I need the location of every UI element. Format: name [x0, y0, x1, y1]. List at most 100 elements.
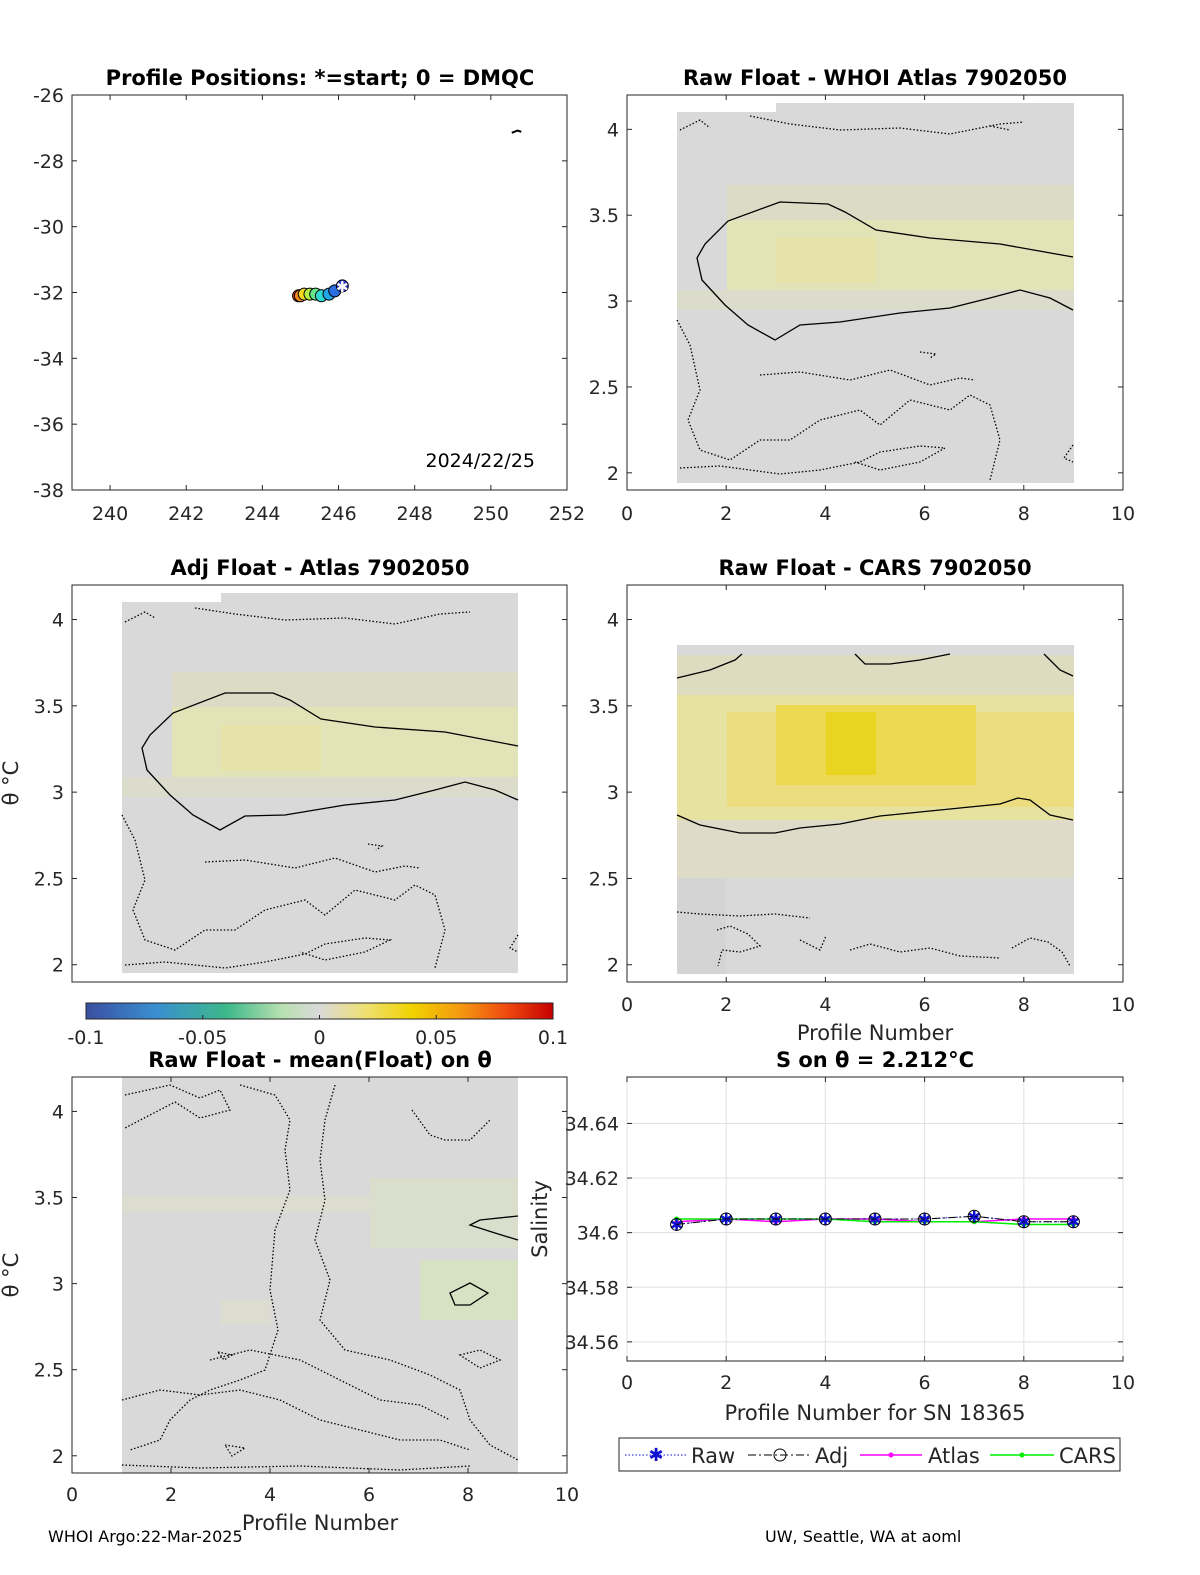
coastline [511, 129, 522, 134]
salinity-y-label: Salinity [528, 1180, 552, 1258]
heatmap-cell [677, 820, 1074, 878]
x-tick-label: 10 [555, 1484, 579, 1506]
y-tick-label: -28 [33, 151, 64, 173]
x-tick-label: 4 [819, 1372, 831, 1394]
panel-raw-whoi: Raw Float - WHOI Atlas 7902050 2 2.5 3 3.5 4… [589, 66, 1135, 525]
y-tick-label: 34.58 [565, 1277, 619, 1299]
raw-whoi-heatmap [677, 103, 1074, 483]
x-tick-label: 4 [819, 994, 831, 1016]
y-tick-label: 2.5 [589, 868, 619, 890]
raw-mean-contours [121, 1084, 519, 1471]
y-tick-label: 4 [52, 610, 64, 632]
salinity-x-label: Profile Number for SN 18365 [724, 1401, 1025, 1425]
colorbar-tick-label: -0.1 [67, 1027, 104, 1049]
legend-label: Atlas [928, 1444, 980, 1468]
raw-cars-y-ticks: 2 2.5 3 3.5 4 [589, 610, 1123, 977]
data-point-adj [818, 1212, 832, 1226]
y-tick-label: -38 [33, 480, 64, 502]
raw-mean-title: Raw Float - mean(Float) on θ [148, 1048, 492, 1072]
x-tick-label: 2 [720, 1372, 732, 1394]
contour-line [696, 201, 1074, 341]
contour-line [449, 1215, 519, 1306]
salinity-title: S on θ = 2.212°C [776, 1048, 974, 1072]
colorbar-tick-label: 0.1 [538, 1027, 568, 1049]
x-tick-label: 8 [1018, 1372, 1030, 1394]
y-tick-label: 3.5 [589, 205, 619, 227]
adj-atlas-contours [121, 607, 519, 969]
heatmap-cell [677, 290, 1074, 310]
footer-right: UW, Seattle, WA at aoml [765, 1527, 961, 1546]
circle-marker [773, 1448, 787, 1462]
contour-line [124, 607, 471, 625]
salinity-series: ✱ ✱ ✱ ✱ ✱ ✱ ✱ ✱ ✱ [670, 1207, 1080, 1234]
x-tick-label: 6 [919, 1372, 931, 1394]
heatmap-cell [172, 672, 518, 707]
adj-atlas-y-ticks: 2 2.5 3 3.5 4 [34, 610, 567, 977]
x-tick-label: 8 [1018, 994, 1030, 1016]
x-tick-label: 10 [1111, 503, 1135, 525]
data-point-adj [769, 1212, 783, 1226]
heatmap-cell [122, 777, 518, 797]
x-tick-label: 248 [397, 503, 433, 525]
raw-cars-axes-box [626, 584, 1124, 983]
contour-line [676, 797, 1074, 834]
panel-adj-atlas: Adj Float - Atlas 7902050 2 2.5 3 3.5 4 θ °C [0, 556, 568, 983]
y-tick-label: 4 [607, 119, 619, 141]
contour-line [676, 319, 1074, 481]
raw-mean-y-label: θ °C [0, 1253, 23, 1298]
x-tick-label: 6 [363, 1484, 375, 1506]
raw-mean-heatmap [122, 1077, 518, 1473]
y-tick-label: 34.6 [577, 1223, 619, 1245]
y-tick-label: -30 [33, 217, 64, 239]
y-tick-label: -26 [33, 85, 64, 107]
adj-atlas-title: Adj Float - Atlas 7902050 [170, 556, 469, 580]
raw-whoi-y-ticks: 2 2.5 3 3.5 4 [589, 119, 1123, 485]
legend-label: Adj [815, 1444, 848, 1468]
y-tick-label: 3 [52, 1274, 64, 1296]
y-tick-label: 2.5 [34, 868, 64, 890]
raw-cars-x-label: Profile Number [797, 1021, 954, 1045]
x-tick-label: 2 [720, 994, 732, 1016]
profile-position-markers: ✱ [292, 278, 349, 303]
legend-entry-atlas: Atlas [860, 1444, 980, 1468]
salinity-y-ticks: 34.56 34.58 34.6 34.62 34.64 [565, 1113, 1123, 1354]
raw-mean-x-ticks: 0 2 4 6 8 10 [66, 1077, 579, 1506]
x-tick-label: 4 [264, 1484, 276, 1506]
raw-mean-x-label: Profile Number [242, 1511, 399, 1535]
data-point-adj [967, 1209, 981, 1223]
x-tick-label: 8 [1018, 503, 1030, 525]
contour-line [121, 814, 519, 969]
raw-cars-title: Raw Float - CARS 7902050 [718, 556, 1031, 580]
heatmap-cell [826, 712, 876, 775]
data-point-cars [922, 1219, 928, 1225]
legend-entry-adj: Adj [748, 1444, 848, 1468]
data-point-cars [1070, 1221, 1076, 1227]
data-point-adj [670, 1217, 684, 1231]
x-tick-label: 6 [919, 503, 931, 525]
raw-mean-y-ticks: 2 2.5 3 3.5 4 [34, 1101, 567, 1468]
dot-marker [1019, 1452, 1025, 1458]
heatmap-cell [677, 655, 1074, 695]
raw-whoi-contours [676, 115, 1074, 481]
colorbar-tick-label: -0.05 [178, 1027, 227, 1049]
y-tick-label: 34.64 [565, 1113, 619, 1135]
adj-atlas-heatmap [122, 593, 518, 973]
x-tick-label: 4 [819, 503, 831, 525]
x-tick-label: 0 [621, 1372, 633, 1394]
y-tick-label: 4 [52, 1101, 64, 1123]
contour-line [676, 911, 1071, 967]
raw-cars-heatmap [677, 645, 1074, 974]
data-point-adj [1066, 1215, 1080, 1229]
legend: ✱ Raw Adj Atlas CARS [618, 1437, 1121, 1472]
y-tick-label: 34.56 [565, 1332, 619, 1354]
panel-salinity: S on θ = 2.212°C 34.56 34.58 34.6 34.62 34.6… [528, 1048, 1135, 1425]
adj-atlas-axes-box [71, 584, 568, 983]
contour-line [121, 1084, 519, 1471]
x-tick-label: 8 [462, 1484, 474, 1506]
raw-whoi-title: Raw Float - WHOI Atlas 7902050 [683, 66, 1067, 90]
x-tick-label: 244 [244, 503, 280, 525]
y-tick-label: 2 [607, 463, 619, 485]
heatmap-cell [776, 238, 876, 283]
